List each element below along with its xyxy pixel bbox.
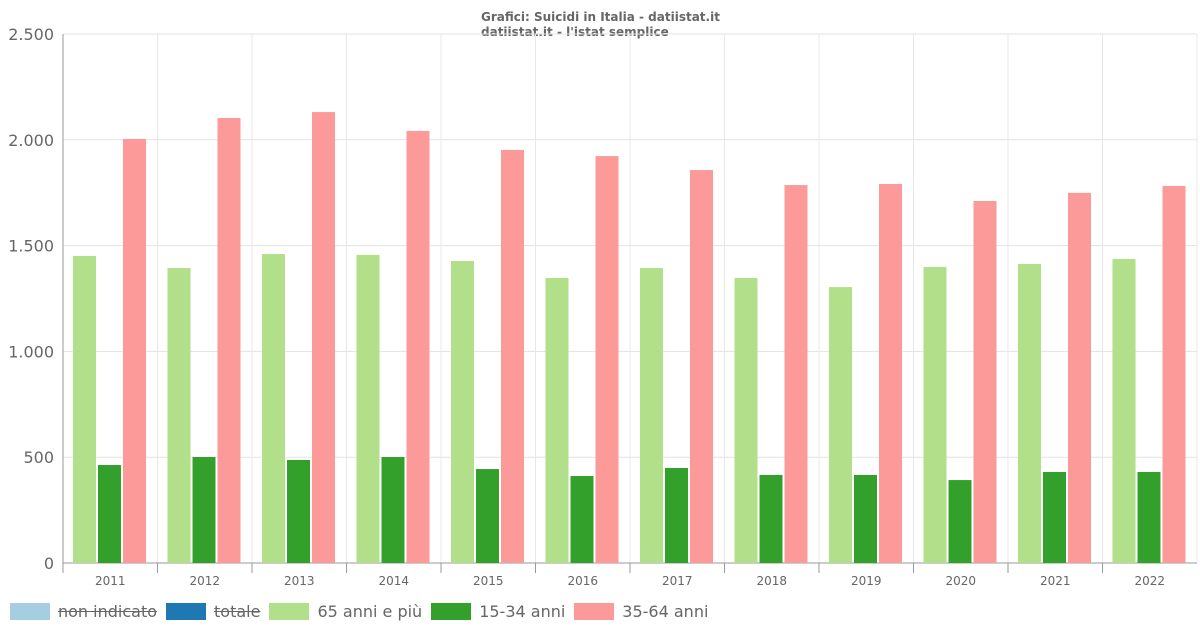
bar-65-anni-e-pi--2014 bbox=[356, 254, 380, 563]
bar-35-64-anni-2016 bbox=[595, 156, 619, 563]
bar-35-64-anni-2019 bbox=[879, 184, 902, 563]
legend-swatch bbox=[431, 603, 472, 620]
bar-15-34-anni-2014 bbox=[381, 456, 405, 563]
bar-65-anni-e-pi--2013 bbox=[262, 254, 285, 563]
y-tick-label: 1.000 bbox=[8, 342, 54, 361]
x-tick-label: 2011 bbox=[95, 574, 126, 588]
bar-35-64-anni-2013 bbox=[312, 112, 335, 564]
legend-label: totale bbox=[214, 602, 261, 621]
bar-35-64-anni-2011 bbox=[123, 138, 146, 563]
x-tick-label: 2013 bbox=[284, 574, 315, 588]
y-tick-label: 500 bbox=[23, 448, 54, 467]
x-tick-label: 2014 bbox=[378, 574, 409, 588]
bar-15-34-anni-2021 bbox=[1043, 472, 1066, 563]
bar-65-anni-e-pi--2011 bbox=[73, 255, 96, 564]
bar-15-34-anni-2019 bbox=[854, 474, 877, 563]
y-tick-label: 2.000 bbox=[8, 131, 54, 150]
bar-15-34-anni-2011 bbox=[98, 465, 121, 563]
x-tick-label: 2020 bbox=[945, 574, 976, 588]
legend-item[interactable]: 65 anni e più bbox=[269, 602, 422, 621]
legend-item[interactable]: 35-64 anni bbox=[574, 602, 708, 621]
x-tick-label: 2022 bbox=[1134, 574, 1165, 588]
x-tick-label: 2019 bbox=[851, 574, 882, 588]
bar-15-34-anni-2017 bbox=[665, 467, 688, 563]
y-tick-label: 1.500 bbox=[8, 237, 54, 256]
bar-15-34-anni-2016 bbox=[570, 476, 594, 563]
legend-label: 15-34 anni bbox=[479, 602, 566, 621]
bar-15-34-anni-2013 bbox=[287, 459, 310, 563]
x-tick-label: 2017 bbox=[662, 574, 693, 588]
bar-35-64-anni-2015 bbox=[501, 149, 524, 564]
legend-item[interactable]: non indicato bbox=[10, 602, 157, 621]
subtitle: datiistat.it - l'istat semplice bbox=[481, 25, 669, 39]
legend: non indicato totale 65 anni e più 15-34 ann… bbox=[10, 602, 717, 621]
bar-65-anni-e-pi--2012 bbox=[167, 268, 191, 563]
bar-15-34-anni-2012 bbox=[192, 456, 216, 563]
bar-15-34-anni-2015 bbox=[476, 469, 499, 563]
bar-65-anni-e-pi--2019 bbox=[829, 287, 852, 563]
bar-35-64-anni-2018 bbox=[784, 185, 808, 563]
bar-15-34-anni-2018 bbox=[759, 474, 783, 563]
y-tick-label: 0 bbox=[44, 554, 54, 573]
x-tick-label: 2015 bbox=[473, 574, 504, 588]
bar-35-64-anni-2020 bbox=[973, 200, 997, 563]
legend-item[interactable]: totale bbox=[166, 602, 260, 621]
legend-swatch bbox=[574, 603, 615, 620]
bar-35-64-anni-2021 bbox=[1068, 192, 1091, 563]
x-tick-label: 2021 bbox=[1040, 574, 1071, 588]
x-tick-label: 2016 bbox=[567, 574, 598, 588]
legend-swatch bbox=[269, 603, 310, 620]
bar-35-64-anni-2014 bbox=[406, 130, 430, 564]
bar-35-64-anni-2022 bbox=[1162, 185, 1186, 563]
bar-chart: 0 500 1.000 1.500 2.000 2.500 2011 2012 2013 2014… bbox=[8, 25, 1198, 588]
x-tick-label: 2012 bbox=[189, 574, 220, 588]
legend-label: 35-64 anni bbox=[622, 602, 709, 621]
legend-swatch bbox=[10, 603, 50, 620]
bar-15-34-anni-2022 bbox=[1137, 472, 1161, 563]
bar-15-34-anni-2020 bbox=[948, 480, 972, 563]
x-tick-label: 2018 bbox=[756, 574, 787, 588]
title: Grafici: Suicidi in Italia - datiistat.i… bbox=[481, 10, 720, 24]
bar-35-64-anni-2012 bbox=[217, 118, 241, 564]
bar-65-anni-e-pi--2018 bbox=[734, 277, 758, 563]
bar-65-anni-e-pi--2022 bbox=[1112, 258, 1136, 563]
bar-65-anni-e-pi--2017 bbox=[640, 268, 663, 563]
legend-label: non indicato bbox=[58, 602, 158, 621]
bar-65-anni-e-pi--2016 bbox=[545, 277, 569, 563]
bar-65-anni-e-pi--2020 bbox=[923, 266, 947, 563]
legend-label: 65 anni e più bbox=[317, 602, 423, 621]
bar-65-anni-e-pi--2015 bbox=[451, 261, 474, 563]
y-tick-label: 2.500 bbox=[8, 25, 54, 44]
legend-item[interactable]: 15-34 anni bbox=[431, 602, 565, 621]
bar-65-anni-e-pi--2021 bbox=[1018, 264, 1041, 563]
chart-title: Grafici: Suicidi in Italia - datiistat.i… bbox=[481, 10, 720, 40]
bar-35-64-anni-2017 bbox=[690, 170, 713, 563]
legend-swatch bbox=[166, 603, 207, 620]
